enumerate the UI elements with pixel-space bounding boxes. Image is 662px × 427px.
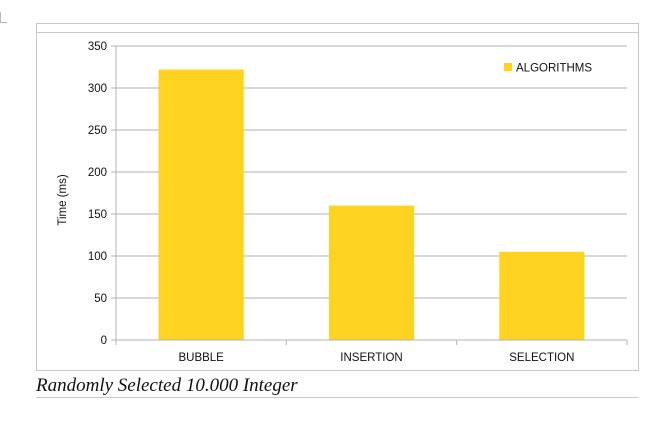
legend: ALGORITHMS [504, 63, 592, 75]
y-axis-title: Time (ms) [57, 174, 69, 225]
bar-bubble [158, 69, 244, 341]
y-tick-label: 100 [88, 251, 107, 263]
x-tick-label: BUBBLE [178, 352, 224, 364]
x-tick-labels: BUBBLE INSERTION SELECTION [178, 352, 574, 364]
bars [158, 69, 585, 341]
legend-swatch [504, 63, 512, 71]
axes [115, 46, 628, 345]
y-tick-label: 200 [88, 167, 107, 179]
x-tick-label: SELECTION [509, 352, 574, 364]
figure-caption: Randomly Selected 10.000 Integer [36, 375, 298, 396]
y-tick-labels: 0 50 100 150 200 250 300 350 [88, 41, 107, 347]
caption-top-rule [36, 370, 638, 371]
caption-bottom-rule [36, 397, 638, 398]
y-tick-label: 0 [101, 335, 107, 347]
legend-label: ALGORITHMS [516, 63, 592, 75]
y-tick-label: 350 [88, 41, 107, 53]
bar-insertion [328, 205, 415, 340]
chart-frame-inner-border [37, 32, 638, 33]
y-tick-label: 150 [88, 209, 107, 221]
bar-selection [499, 251, 585, 340]
y-tick-label: 50 [94, 293, 107, 305]
x-tick-label: INSERTION [340, 352, 402, 364]
y-tick-label: 300 [88, 83, 107, 95]
y-tick-label: 250 [88, 125, 107, 137]
corner-mark [0, 12, 7, 23]
